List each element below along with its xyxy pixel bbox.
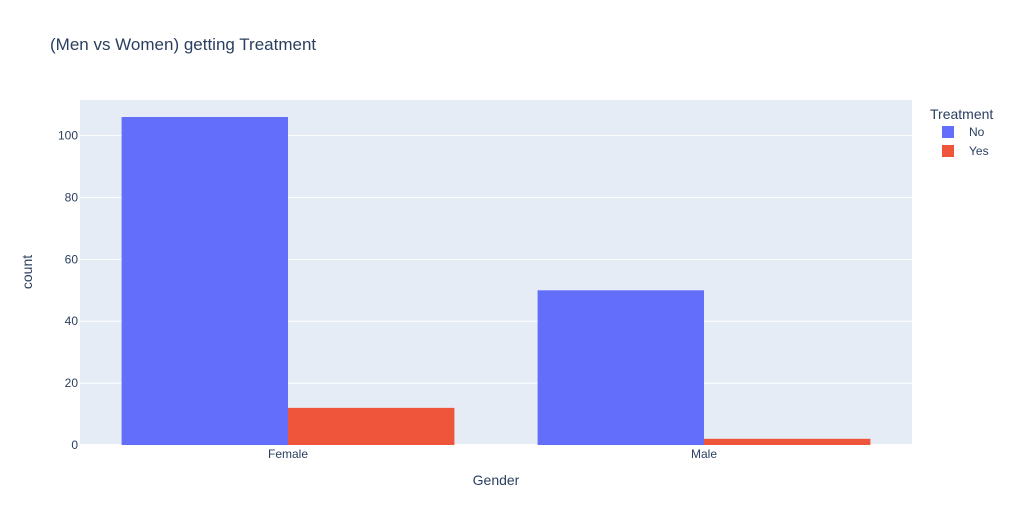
x-tick-label: Female: [268, 447, 308, 461]
legend-swatch-no[interactable]: [942, 126, 954, 138]
y-tick-label: 60: [65, 252, 79, 266]
chart-title: (Men vs Women) getting Treatment: [50, 35, 316, 54]
x-axis-ticks: Female Male: [268, 447, 717, 461]
legend: Treatment No Yes: [930, 106, 993, 158]
x-tick-label: Male: [691, 447, 717, 461]
bar-no-female: [121, 117, 288, 445]
y-tick-label: 100: [58, 129, 78, 143]
y-axis-ticks: 0 20 40 60 80 100: [58, 129, 78, 452]
legend-label-yes[interactable]: Yes: [969, 144, 989, 158]
bar-yes-male: [704, 438, 871, 445]
bars: [121, 117, 871, 445]
y-tick-label: 0: [71, 438, 78, 452]
x-axis-title: Gender: [473, 472, 520, 488]
y-axis-title: count: [19, 255, 35, 289]
legend-items: No Yes: [942, 125, 989, 158]
legend-swatch-yes[interactable]: [942, 145, 954, 157]
y-tick-label: 80: [65, 190, 79, 204]
y-tick-label: 40: [65, 314, 79, 328]
bar-no-male: [537, 290, 704, 445]
legend-title: Treatment: [930, 106, 993, 122]
y-tick-label: 20: [65, 376, 79, 390]
bar-yes-female: [288, 407, 455, 445]
legend-label-no[interactable]: No: [969, 125, 985, 139]
